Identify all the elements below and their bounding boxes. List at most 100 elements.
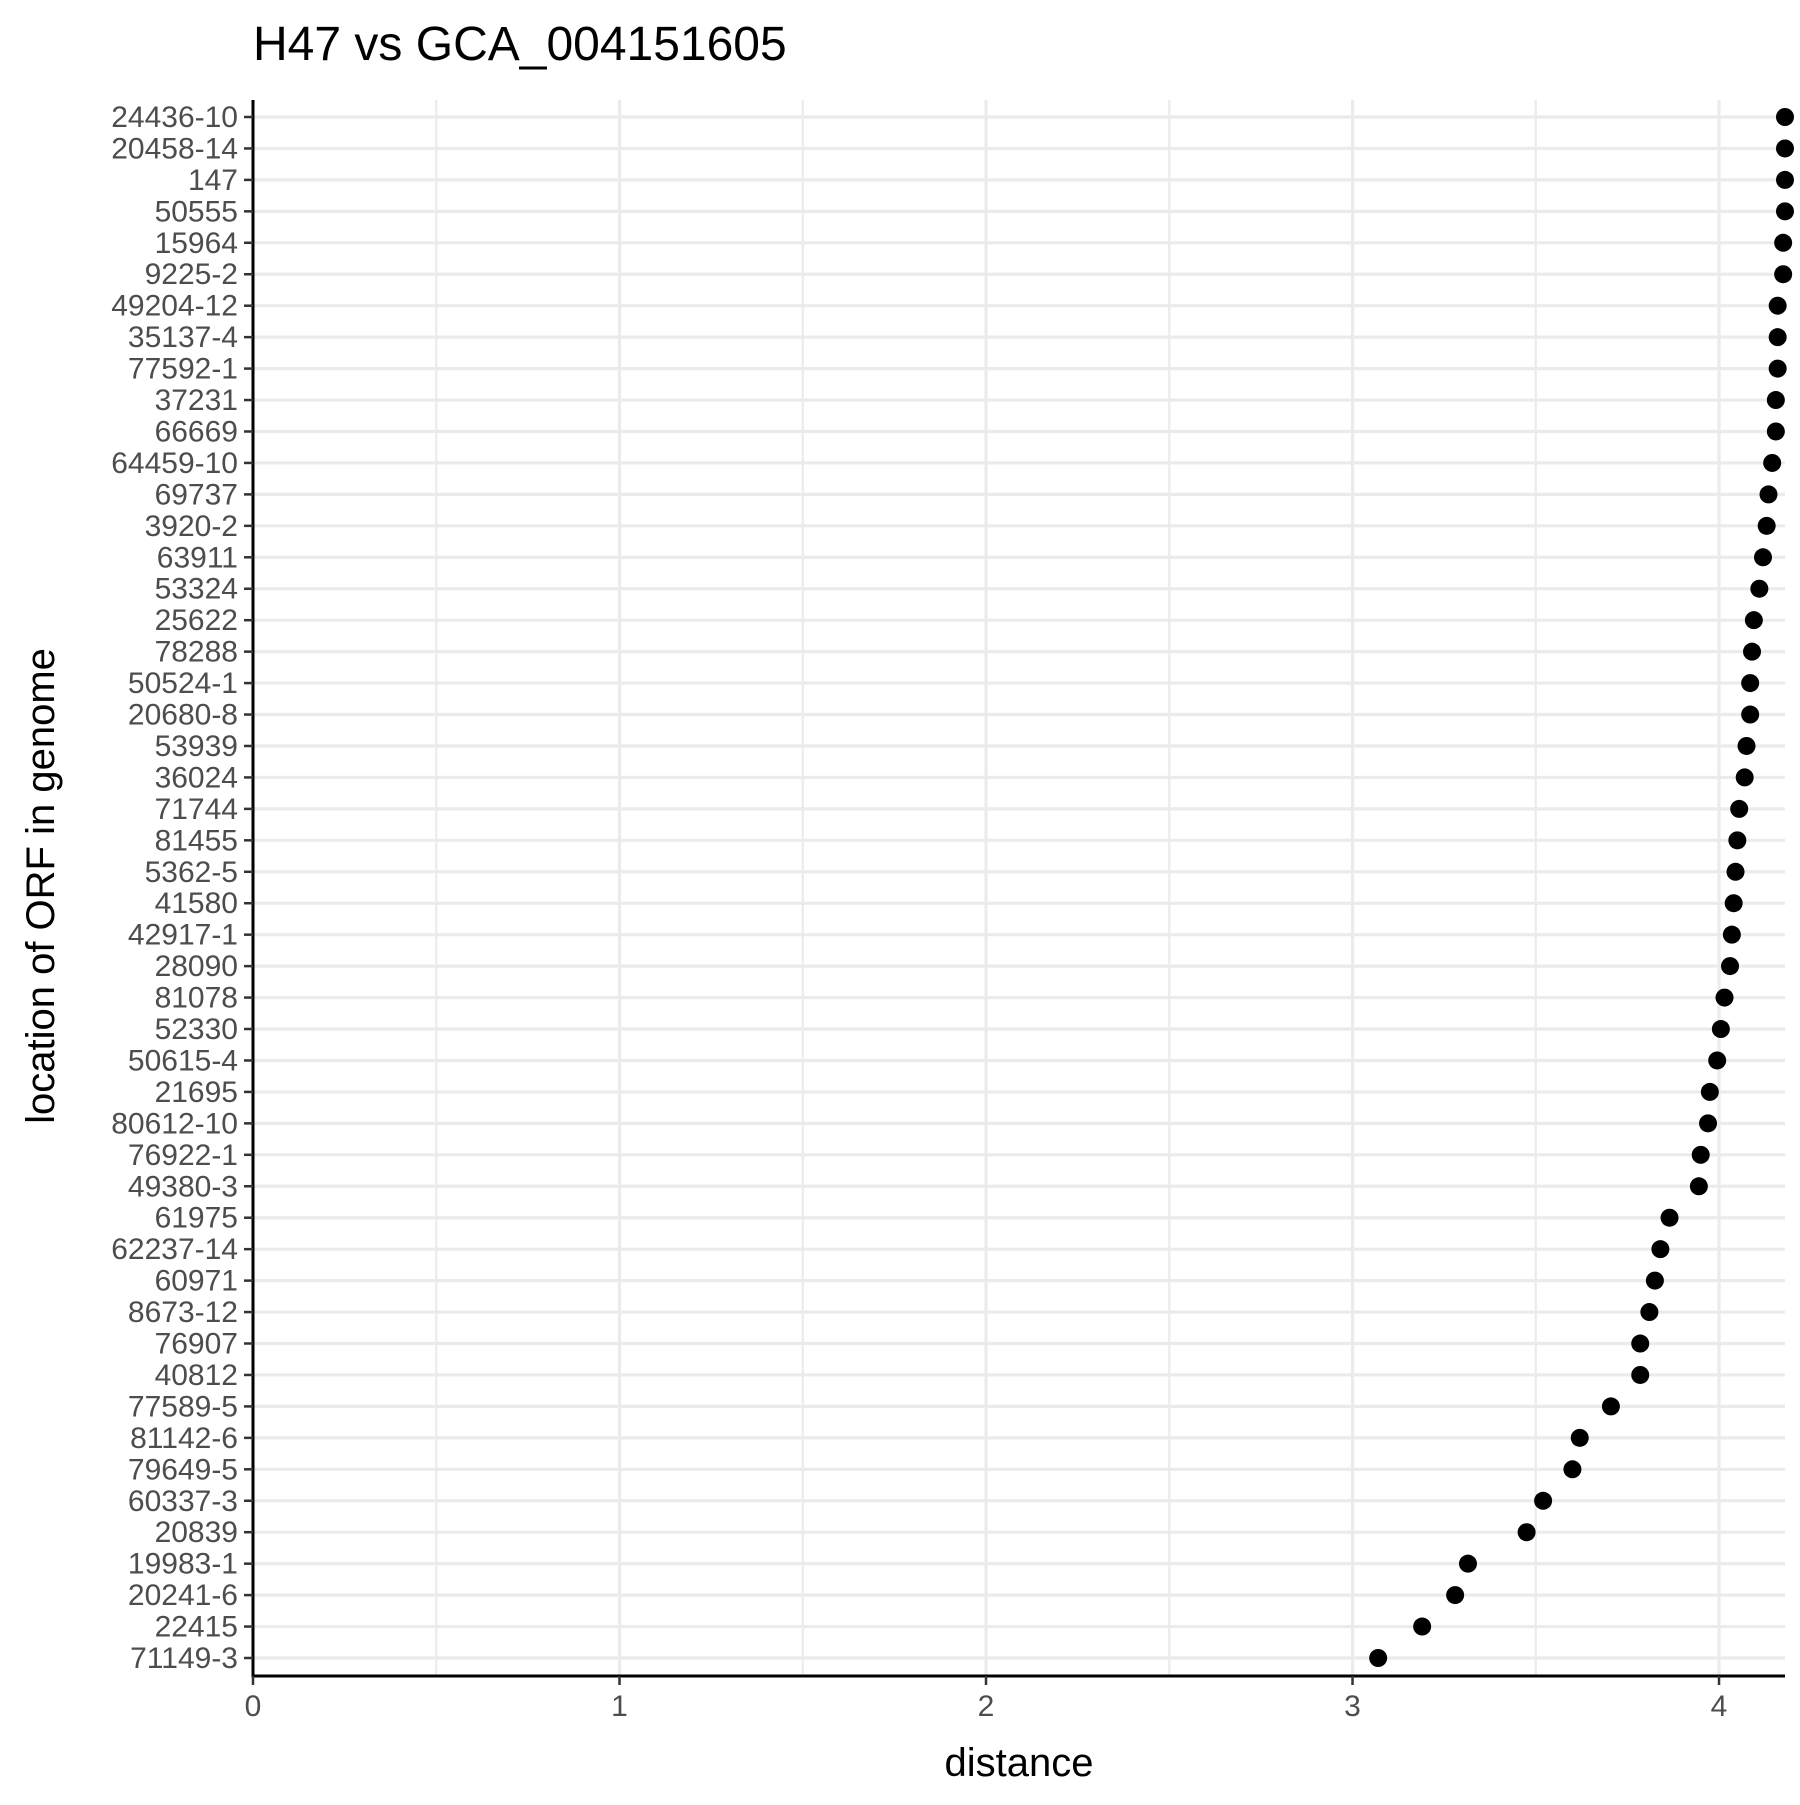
y-tick-label: 77589-5: [128, 1390, 238, 1423]
y-tick-label: 21695: [155, 1076, 238, 1109]
data-point: [1689, 1177, 1708, 1196]
data-point: [1517, 1523, 1536, 1542]
data-point: [1730, 799, 1749, 818]
y-tick-label: 77592-1: [128, 353, 238, 386]
data-point: [1757, 516, 1776, 535]
y-tick-label: 41580: [155, 887, 238, 920]
y-tick-label: 42917-1: [128, 919, 238, 952]
y-tick-label: 61975: [155, 1202, 238, 1235]
y-tick-label: 37231: [155, 384, 238, 417]
y-tick-label: 9225-2: [145, 258, 238, 291]
data-point: [1369, 1649, 1388, 1667]
data-point: [1744, 611, 1763, 630]
x-axis-title: distance: [945, 1741, 1094, 1785]
data-point: [1660, 1208, 1679, 1227]
data-point: [1446, 1586, 1465, 1605]
data-point: [1759, 485, 1778, 504]
data-point: [1413, 1617, 1432, 1636]
y-tick-label: 62237-14: [111, 1233, 238, 1266]
data-point: [1711, 1020, 1730, 1039]
data-point: [1724, 894, 1743, 913]
y-tick-label: 25622: [155, 604, 238, 637]
grid-layer: [251, 100, 1785, 1676]
data-point: [1715, 988, 1734, 1007]
y-tick-label: 71149-3: [130, 1642, 238, 1675]
data-point: [1631, 1365, 1650, 1384]
y-tick-label: 66669: [155, 415, 238, 448]
y-tick-label: 60971: [155, 1265, 238, 1298]
y-tick-label: 49204-12: [111, 290, 238, 323]
y-tick-label: 24436-10: [111, 101, 238, 134]
y-tick-label: 60337-3: [128, 1485, 238, 1518]
y-tick-label: 53324: [155, 573, 238, 606]
data-point: [1563, 1460, 1582, 1479]
y-tick-label: 76922-1: [128, 1139, 238, 1172]
data-point: [1651, 1240, 1670, 1259]
y-tick-label: 8673-12: [128, 1296, 238, 1329]
y-tick-label: 28090: [155, 950, 238, 983]
data-point: [1640, 1303, 1659, 1322]
data-point: [1768, 328, 1787, 347]
data-point: [1774, 265, 1793, 284]
data-point: [1735, 768, 1754, 787]
y-tick-label: 22415: [155, 1611, 238, 1644]
data-point: [1768, 359, 1787, 378]
data-point: [1691, 1145, 1710, 1164]
data-point: [1601, 1397, 1620, 1416]
y-tick-label: 50524-1: [128, 667, 238, 700]
y-tick-label: 64459-10: [111, 447, 238, 480]
y-tick-label: 15964: [155, 227, 238, 260]
data-point: [1776, 170, 1794, 189]
label-layer: 0 1 2 3 4 24436-1020458-1414750555159649225-2…: [111, 101, 1727, 1723]
y-tick-label: 81455: [155, 824, 238, 857]
y-tick-label: 3920-2: [145, 510, 238, 543]
data-point: [1570, 1428, 1589, 1447]
x-tick-label: 4: [1711, 1690, 1728, 1723]
point-layer: [1369, 108, 1794, 1667]
data-point: [1708, 1051, 1727, 1070]
data-point: [1699, 1114, 1718, 1133]
y-tick-label: 63911: [157, 541, 238, 574]
x-tick-label: 1: [611, 1690, 628, 1723]
y-tick-label: 19983-1: [128, 1548, 238, 1581]
y-tick-label: 71744: [155, 793, 238, 826]
y-tick-label: 79649-5: [128, 1453, 238, 1486]
x-tick-label: 0: [245, 1690, 262, 1723]
y-tick-label: 5362-5: [145, 856, 238, 889]
y-tick-label: 80612-10: [111, 1107, 238, 1140]
data-point: [1534, 1491, 1553, 1510]
y-tick-label: 81078: [155, 982, 238, 1015]
y-tick-label: 35137-4: [128, 321, 238, 354]
y-tick-label: 20680-8: [128, 699, 238, 732]
y-tick-label: 78288: [155, 636, 238, 669]
data-point: [1774, 233, 1793, 252]
data-point: [1721, 957, 1740, 976]
data-point: [1645, 1271, 1664, 1290]
y-tick-label: 20458-14: [111, 132, 238, 165]
data-point: [1737, 736, 1756, 755]
data-point: [1458, 1554, 1477, 1573]
y-tick-label: 81142-6: [130, 1422, 238, 1455]
y-tick-label: 76907: [155, 1328, 238, 1361]
y-tick-label: 20241-6: [128, 1579, 238, 1612]
chart-title: H47 vs GCA_004151605: [253, 18, 787, 71]
y-tick-label: 50615-4: [128, 1044, 238, 1077]
data-point: [1766, 391, 1785, 410]
x-tick-label: 3: [1344, 1690, 1361, 1723]
y-tick-label: 20839: [155, 1516, 238, 1549]
data-point: [1766, 422, 1785, 441]
y-tick-label: 53939: [155, 730, 238, 763]
y-axis-title: location of ORF in genome: [19, 648, 63, 1124]
data-point: [1776, 202, 1794, 221]
data-point: [1768, 296, 1787, 315]
data-point: [1728, 831, 1747, 850]
y-tick-label: 52330: [155, 1013, 238, 1046]
x-tick-label: 2: [978, 1690, 995, 1723]
y-tick-label: 69737: [155, 478, 238, 511]
data-point: [1776, 139, 1794, 158]
data-point: [1631, 1334, 1650, 1353]
data-point: [1750, 579, 1769, 598]
axis-layer: [244, 100, 1785, 1685]
